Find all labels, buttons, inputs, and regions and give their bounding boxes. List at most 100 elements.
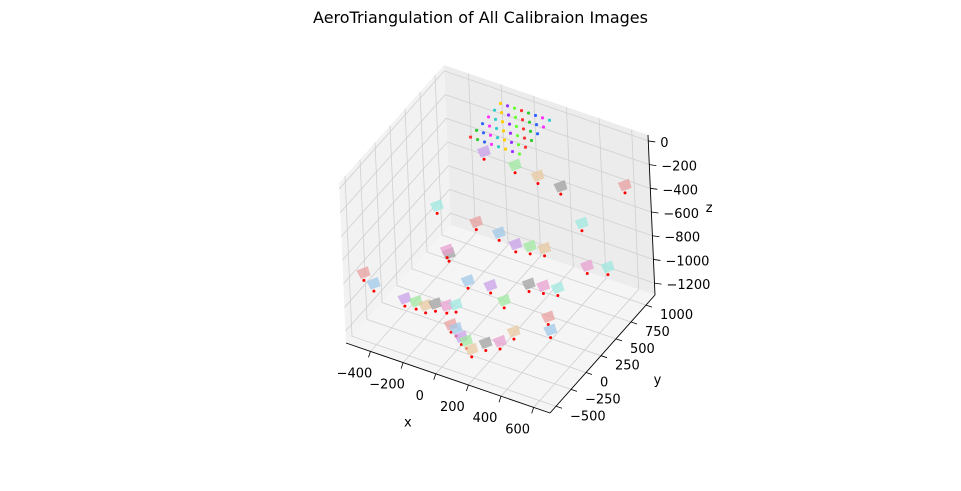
y-tick — [585, 372, 593, 375]
target-point — [489, 142, 494, 146]
y-tick — [630, 321, 638, 325]
camera-center — [445, 311, 449, 315]
camera-center — [623, 191, 627, 195]
target-point — [498, 101, 503, 106]
camera-center — [546, 322, 550, 326]
camera-frame — [366, 277, 381, 290]
target-point — [521, 127, 526, 131]
z-tick — [651, 211, 659, 214]
target-point — [506, 113, 511, 117]
grid-line-z — [343, 165, 653, 285]
y-tick — [615, 338, 623, 342]
x-tick — [368, 351, 371, 358]
y-axis-line — [549, 294, 656, 414]
camera-center — [474, 228, 478, 232]
target-point — [526, 111, 531, 115]
camera-frame — [496, 293, 511, 307]
camera-center — [403, 304, 407, 308]
x-axis-line — [345, 342, 551, 414]
target-point — [541, 125, 546, 129]
target-point — [487, 124, 492, 128]
target-point — [503, 147, 508, 151]
target-point — [495, 136, 500, 140]
z-tick-label: −200 — [661, 160, 697, 175]
y-tick-label: 250 — [615, 359, 640, 374]
camera-frame — [429, 199, 444, 212]
camera-center — [433, 309, 437, 313]
y-tick-label: −500 — [570, 409, 606, 424]
camera-center — [497, 238, 501, 242]
z-tick — [653, 259, 661, 261]
z-tick-label: −1200 — [666, 278, 710, 293]
target-point — [500, 120, 505, 124]
y-tick — [555, 405, 563, 409]
z-tick-label: −800 — [664, 231, 700, 246]
pane-floor — [346, 225, 655, 413]
y-tick-label: −250 — [585, 392, 621, 407]
chart-title: AeroTriangulation of All Calibraion Imag… — [313, 8, 648, 27]
camera-frame — [530, 169, 545, 182]
target-point — [496, 145, 501, 149]
camera-center — [585, 271, 589, 275]
camera-center — [527, 290, 531, 294]
y-tick-label: 1000 — [660, 308, 693, 323]
camera-frame — [428, 297, 443, 310]
target-point — [480, 122, 485, 126]
x-tick — [433, 373, 437, 380]
target-point — [499, 110, 504, 115]
target-point — [522, 136, 527, 140]
camera-frame — [469, 215, 484, 229]
z-tick-label: −600 — [663, 207, 699, 222]
camera-center — [435, 211, 439, 215]
target-point — [513, 115, 518, 119]
camera-frame — [540, 310, 555, 323]
camera-frame — [448, 321, 463, 335]
camera-center — [580, 229, 584, 233]
camera-frame — [491, 226, 506, 239]
camera-frame — [574, 216, 589, 230]
camera-center — [512, 337, 516, 341]
y-axis-label: y — [654, 373, 662, 388]
y-tick-label: 750 — [645, 325, 670, 340]
target-point — [486, 115, 491, 119]
target-point — [482, 140, 487, 144]
target-point — [505, 104, 510, 108]
camera-center — [536, 181, 540, 185]
target-point — [520, 118, 525, 122]
camera-center — [514, 250, 518, 254]
target-point — [534, 122, 539, 127]
camera-frame — [522, 239, 537, 253]
camera-center — [543, 254, 547, 258]
z-axis-label: z — [706, 201, 713, 216]
camera-frame — [478, 336, 493, 350]
target-point — [514, 124, 519, 129]
target-point — [512, 106, 517, 110]
z-tick — [652, 235, 660, 238]
x-tick-label: 0 — [416, 389, 424, 404]
camera-frame — [507, 158, 522, 172]
target-point — [508, 131, 513, 135]
x-tick-label: −200 — [369, 378, 405, 393]
camera-center — [606, 273, 610, 277]
x-tick-label: 600 — [505, 422, 530, 437]
camera-center — [484, 349, 488, 353]
x-tick — [531, 407, 535, 414]
target-point — [547, 118, 552, 122]
camera-center — [541, 292, 545, 296]
x-tick-label: 400 — [473, 411, 498, 426]
z-tick — [654, 282, 662, 285]
camera-center — [424, 311, 428, 315]
camera-frame — [521, 277, 536, 291]
camera-center — [466, 286, 470, 290]
grid-line-z — [345, 212, 655, 332]
target-point — [507, 122, 512, 126]
target-point — [494, 126, 499, 131]
camera-center — [556, 294, 560, 298]
target-point — [468, 135, 473, 139]
z-tick — [649, 164, 657, 167]
x-axis-label: x — [404, 416, 412, 431]
camera-center — [513, 171, 517, 175]
camera-frame — [506, 324, 521, 338]
target-point — [519, 109, 524, 113]
